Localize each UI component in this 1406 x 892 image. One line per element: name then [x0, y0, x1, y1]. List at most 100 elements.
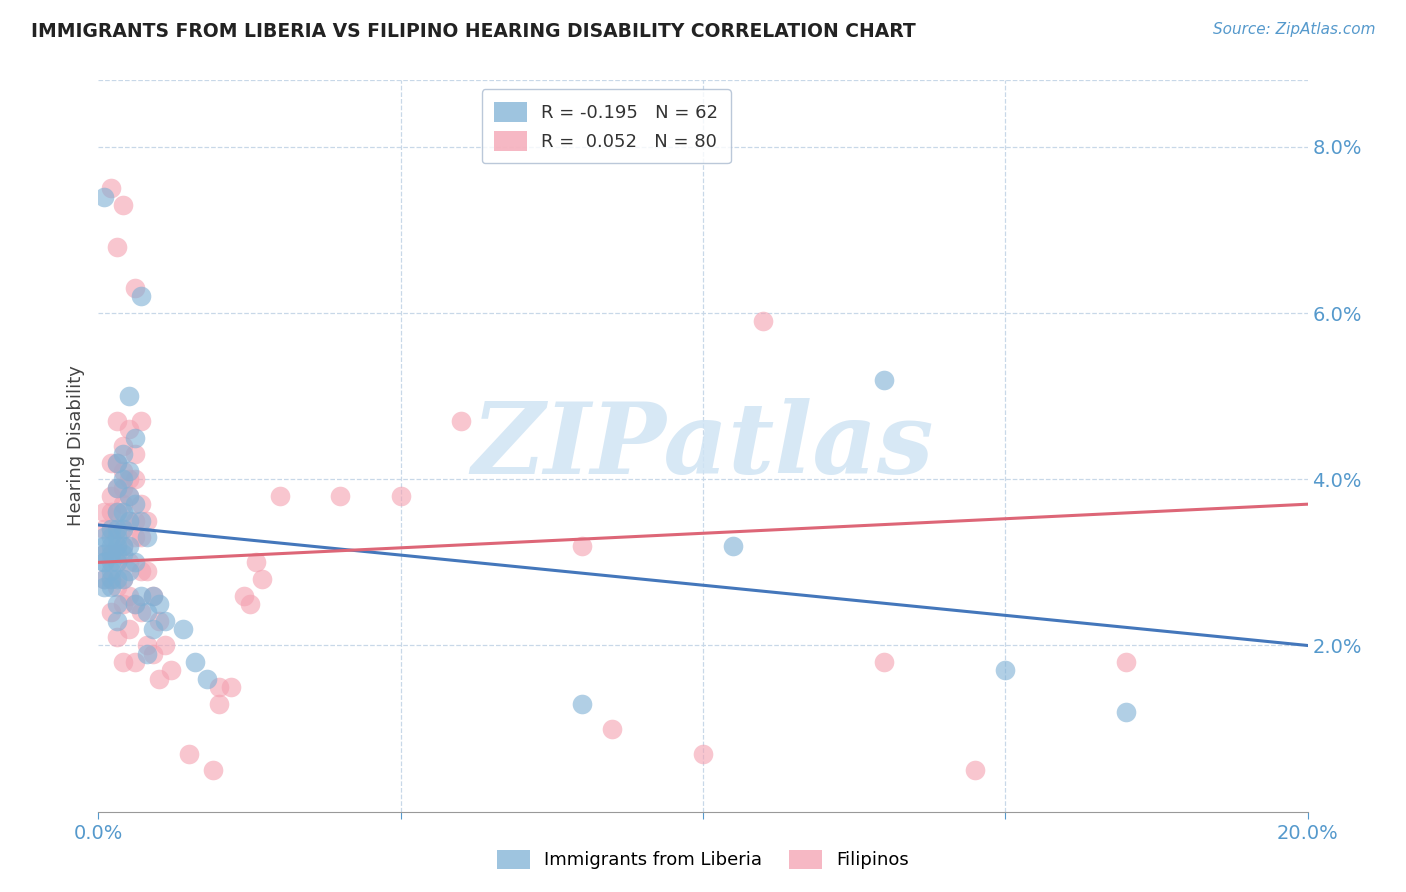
- Point: [124, 472, 146, 486]
- Point: [965, 763, 987, 777]
- Point: [105, 630, 128, 644]
- Point: [105, 522, 128, 536]
- Point: [118, 422, 141, 436]
- Point: [692, 747, 714, 761]
- Point: [118, 514, 141, 528]
- Point: [221, 680, 243, 694]
- Point: [100, 456, 122, 470]
- Point: [105, 539, 128, 553]
- Point: [124, 655, 146, 669]
- Point: [105, 414, 128, 428]
- Point: [571, 697, 593, 711]
- Point: [105, 580, 128, 594]
- Point: [111, 572, 134, 586]
- Point: [111, 481, 134, 495]
- Point: [329, 489, 352, 503]
- Point: [208, 680, 231, 694]
- Point: [124, 597, 146, 611]
- Point: [571, 539, 593, 553]
- Point: [105, 614, 128, 628]
- Point: [208, 697, 231, 711]
- Point: [129, 289, 152, 303]
- Point: [135, 647, 157, 661]
- Y-axis label: Hearing Disability: Hearing Disability: [66, 366, 84, 526]
- Point: [100, 555, 122, 569]
- Point: [93, 506, 115, 520]
- Point: [124, 431, 146, 445]
- Point: [184, 655, 207, 669]
- Point: [118, 564, 141, 578]
- Text: ZIPatlas: ZIPatlas: [472, 398, 934, 494]
- Point: [100, 572, 122, 586]
- Point: [135, 564, 157, 578]
- Point: [93, 547, 115, 561]
- Point: [105, 530, 128, 544]
- Point: [105, 506, 128, 520]
- Point: [124, 447, 146, 461]
- Point: [105, 597, 128, 611]
- Point: [105, 555, 128, 569]
- Point: [389, 489, 412, 503]
- Point: [93, 555, 115, 569]
- Point: [124, 555, 146, 569]
- Point: [111, 464, 134, 478]
- Text: IMMIGRANTS FROM LIBERIA VS FILIPINO HEARING DISABILITY CORRELATION CHART: IMMIGRANTS FROM LIBERIA VS FILIPINO HEAR…: [31, 22, 915, 41]
- Point: [93, 572, 115, 586]
- Point: [135, 605, 157, 619]
- Point: [129, 530, 152, 544]
- Point: [105, 456, 128, 470]
- Point: [124, 514, 146, 528]
- Point: [148, 614, 170, 628]
- Point: [93, 572, 115, 586]
- Point: [105, 539, 128, 553]
- Point: [100, 181, 122, 195]
- Point: [100, 580, 122, 594]
- Point: [129, 564, 152, 578]
- Point: [135, 639, 157, 653]
- Point: [153, 614, 176, 628]
- Point: [195, 672, 218, 686]
- Point: [93, 539, 115, 553]
- Point: [111, 447, 134, 461]
- Point: [129, 605, 152, 619]
- Point: [1115, 655, 1137, 669]
- Point: [118, 622, 141, 636]
- Point: [111, 439, 134, 453]
- Point: [148, 672, 170, 686]
- Point: [118, 489, 141, 503]
- Point: [100, 572, 122, 586]
- Point: [873, 655, 896, 669]
- Point: [124, 281, 146, 295]
- Point: [100, 564, 122, 578]
- Point: [105, 522, 128, 536]
- Point: [723, 539, 745, 553]
- Point: [93, 189, 115, 203]
- Point: [172, 622, 194, 636]
- Point: [100, 489, 122, 503]
- Point: [148, 597, 170, 611]
- Point: [100, 522, 122, 536]
- Point: [160, 664, 183, 678]
- Point: [118, 555, 141, 569]
- Point: [135, 530, 157, 544]
- Point: [142, 647, 165, 661]
- Point: [100, 605, 122, 619]
- Point: [124, 497, 146, 511]
- Point: [111, 539, 134, 553]
- Point: [111, 547, 134, 561]
- Point: [142, 589, 165, 603]
- Point: [118, 589, 141, 603]
- Point: [602, 722, 624, 736]
- Point: [129, 497, 152, 511]
- Point: [111, 597, 134, 611]
- Point: [100, 522, 122, 536]
- Legend: Immigrants from Liberia, Filipinos: Immigrants from Liberia, Filipinos: [488, 840, 918, 879]
- Point: [105, 506, 128, 520]
- Point: [105, 555, 128, 569]
- Point: [202, 763, 225, 777]
- Point: [93, 580, 115, 594]
- Text: Source: ZipAtlas.com: Source: ZipAtlas.com: [1212, 22, 1375, 37]
- Point: [100, 547, 122, 561]
- Point: [129, 414, 152, 428]
- Point: [135, 514, 157, 528]
